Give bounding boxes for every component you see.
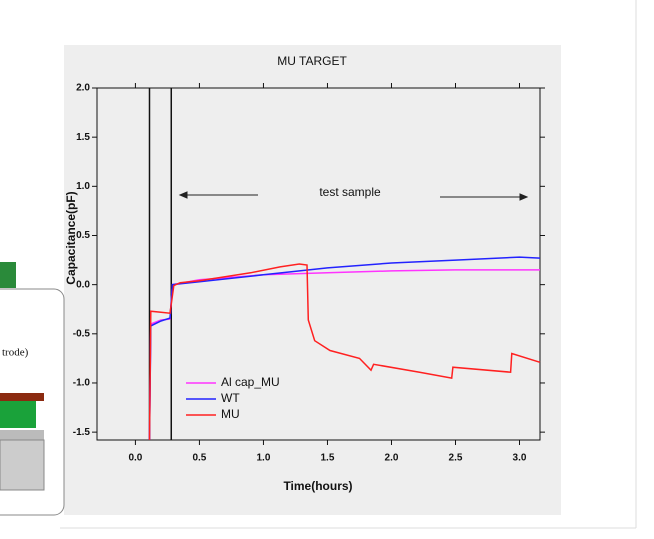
legend-label: WT <box>221 391 240 405</box>
series-line <box>148 263 541 441</box>
y-tick-label: 0.5 <box>76 230 90 241</box>
chart-title: MU TARGET <box>277 54 347 68</box>
x-tick-label: 0.5 <box>192 453 206 464</box>
y-tick-label: 1.5 <box>76 132 90 143</box>
y-tick-label: 1.0 <box>76 181 90 192</box>
inset-text: trode) <box>2 347 29 359</box>
x-tick-label: 2.5 <box>449 453 463 464</box>
x-tick-label: 1.5 <box>321 453 335 464</box>
y-tick-label: 2.0 <box>76 83 90 94</box>
inset-layer <box>0 393 44 401</box>
chart-panel <box>64 45 561 515</box>
green-fragment <box>0 262 16 288</box>
y-tick-label: -1.0 <box>73 378 91 389</box>
plot-frame <box>96 87 541 441</box>
x-tick-label: 2.0 <box>385 453 399 464</box>
y-tick-label: -0.5 <box>73 328 91 339</box>
inset-layer <box>0 439 45 491</box>
annotation: test sample <box>319 185 381 199</box>
x-tick-label: 0.0 <box>128 453 142 464</box>
legend-label: MU <box>221 407 240 421</box>
inset-layer <box>0 430 44 440</box>
y-axis-label: Capacitance(pF) <box>64 191 78 284</box>
series-line <box>148 256 541 441</box>
x-tick-label: 1.0 <box>256 453 270 464</box>
inset-layer <box>0 398 36 428</box>
y-tick-label: 0.0 <box>76 279 90 290</box>
x-tick-label: 3.0 <box>513 453 527 464</box>
arrows <box>178 191 529 201</box>
legend-label: Al cap_MU <box>221 375 280 389</box>
y-tick-label: -1.5 <box>73 427 91 438</box>
series-line <box>148 269 540 441</box>
x-axis-label: Time(hours) <box>283 479 352 493</box>
